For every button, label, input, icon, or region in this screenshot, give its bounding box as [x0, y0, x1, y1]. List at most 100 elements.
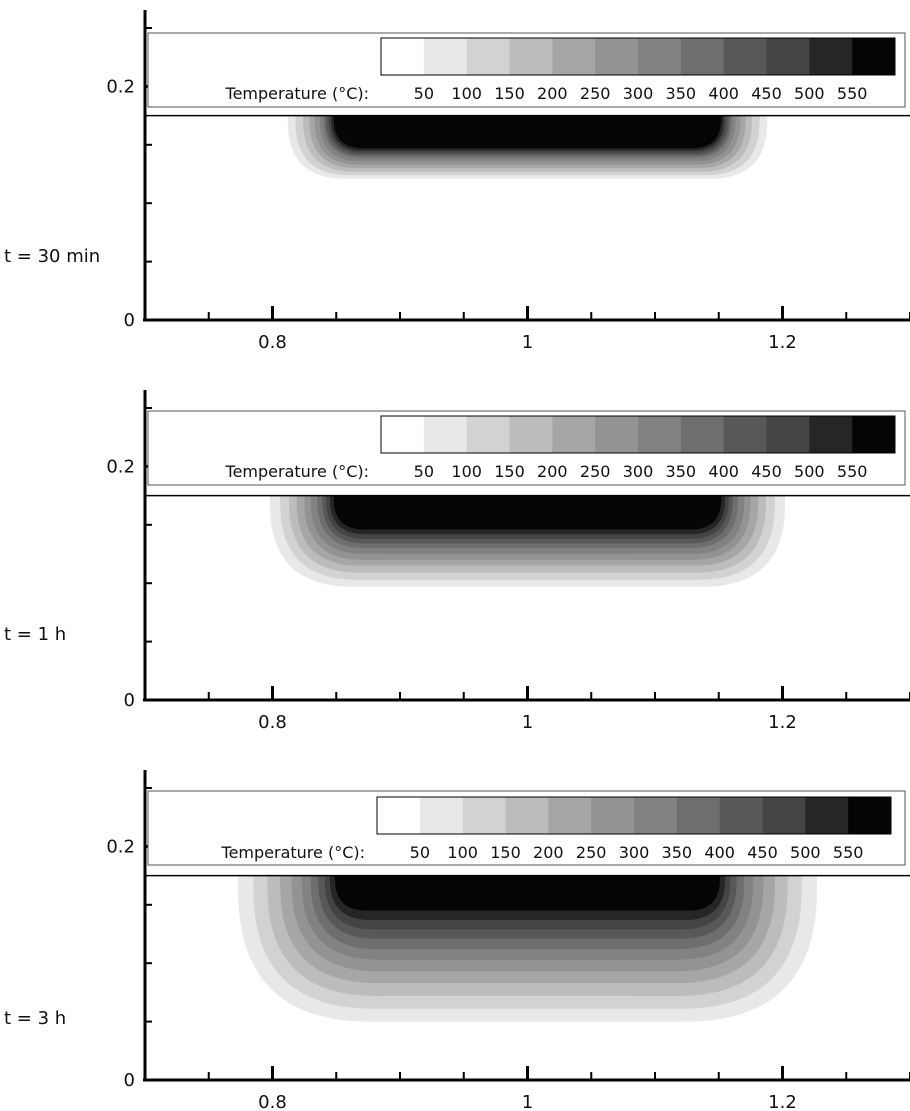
legend-bar-frame: [380, 415, 896, 454]
legend-swatch: [419, 797, 464, 834]
legend-swatch: [509, 38, 553, 75]
panel-1: 0.8 1 1.2 0 0.2 t = 30 min Temperature (°C): 50…: [4, 10, 910, 353]
legend-swatch: [462, 797, 506, 834]
legend-tick-label: 150: [494, 462, 525, 481]
legend-tick-label: 500: [794, 462, 825, 481]
plot-area: [287, 115, 768, 179]
legend-tick-label: 250: [580, 462, 611, 481]
contour-band-550: [334, 875, 721, 911]
legend-tick-label: 350: [662, 843, 693, 862]
legend-bar-frame: [380, 37, 896, 76]
legend-tick-label: 450: [751, 84, 782, 103]
legend-tick-label: 100: [447, 843, 478, 862]
legend-tick-label: 300: [623, 84, 654, 103]
legend-swatch: [809, 416, 853, 453]
legend-tick-label: 550: [833, 843, 864, 862]
time-label: t = 3 h: [4, 1008, 66, 1029]
legend-swatch: [505, 797, 549, 834]
legend-swatch: [377, 797, 421, 834]
y-tick-label: 0: [124, 690, 135, 711]
panel-3: 0.8 1 1.2 0 0.2 t = 3 h Temperature (°C): 50 100…: [4, 770, 910, 1111]
x-tick-label: 1.2: [768, 332, 797, 353]
legend-swatch: [509, 416, 553, 453]
y-tick-label: 0.2: [106, 836, 135, 857]
legend-swatch: [381, 416, 425, 453]
temperature-legend: Temperature (°C): 50 100 150 200 250 300 350 400…: [147, 410, 906, 486]
y-tick-label: 0.2: [106, 456, 135, 477]
legend-swatch: [809, 38, 853, 75]
y-tick-label: 0.2: [106, 76, 135, 97]
legend-swatch: [423, 416, 468, 453]
legend-title: Temperature (°C):: [225, 84, 369, 103]
legend-tick-label: 250: [580, 84, 611, 103]
legend-swatch: [466, 416, 510, 453]
legend-swatch: [634, 797, 678, 834]
legend-swatch: [381, 38, 425, 75]
panel-2: 0.8 1 1.2 0 0.2 t = 1 h Temperature (°C): 50 100…: [4, 390, 910, 733]
legend-swatch: [638, 38, 682, 75]
legend-tick-label: 50: [414, 462, 434, 481]
legend-swatch: [595, 38, 639, 75]
legend-swatch: [552, 38, 596, 75]
legend-title: Temperature (°C):: [221, 843, 365, 862]
legend-tick-label: 300: [623, 462, 654, 481]
legend-swatch: [766, 38, 810, 75]
legend-swatch: [680, 416, 725, 453]
legend-tick-label: 150: [494, 84, 525, 103]
legend-tick-label: 150: [490, 843, 521, 862]
y-tick-label: 0: [124, 1070, 135, 1091]
x-tick-label: 1: [522, 332, 533, 353]
legend-swatch: [638, 416, 682, 453]
legend-swatch: [723, 38, 767, 75]
legend-swatch: [852, 38, 896, 75]
x-tick-label: 1.2: [768, 1092, 797, 1111]
legend-tick-label: 400: [704, 843, 735, 862]
legend-swatch: [466, 38, 510, 75]
legend-tick-label: 400: [708, 462, 739, 481]
legend-tick-label: 100: [451, 462, 482, 481]
legend-tick-label: 500: [794, 84, 825, 103]
legend-tick-label: 200: [537, 462, 568, 481]
legend-swatch: [548, 797, 592, 834]
legend-tick-label: 550: [837, 84, 868, 103]
contour-band-550: [333, 495, 722, 530]
legend-tick-label: 200: [537, 84, 568, 103]
legend-swatch: [552, 416, 596, 453]
legend-tick-label: 300: [619, 843, 650, 862]
legend-swatch: [719, 797, 763, 834]
time-label: t = 1 h: [4, 624, 66, 645]
plot-area: [238, 875, 817, 1022]
legend-tick-label: 450: [747, 843, 778, 862]
legend-swatch: [591, 797, 635, 834]
x-tick-label: 1: [522, 1092, 533, 1111]
temperature-legend: Temperature (°C): 50 100 150 200 250 300 350 400…: [147, 32, 906, 108]
legend-tick-label: 500: [790, 843, 821, 862]
contour-band-550: [333, 115, 722, 149]
legend-swatch: [805, 797, 849, 834]
legend-swatch: [723, 416, 767, 453]
legend-swatch: [676, 797, 721, 834]
legend-title: Temperature (°C):: [225, 462, 369, 481]
legend-swatch: [852, 416, 896, 453]
legend-tick-label: 50: [414, 84, 434, 103]
temperature-legend: Temperature (°C): 50 100 150 200 250 300 350 400…: [147, 790, 906, 866]
legend-tick-label: 250: [576, 843, 607, 862]
legend-tick-label: 50: [410, 843, 430, 862]
legend-swatch: [848, 797, 892, 834]
x-tick-label: 0.8: [258, 712, 287, 733]
legend-swatch: [766, 416, 810, 453]
x-tick-label: 0.8: [258, 1092, 287, 1111]
y-tick-label: 0: [124, 310, 135, 331]
legend-swatch: [680, 38, 725, 75]
legend-tick-label: 550: [837, 462, 868, 481]
legend-tick-label: 450: [751, 462, 782, 481]
plot-area: [269, 495, 786, 587]
legend-swatch: [762, 797, 806, 834]
x-tick-label: 1: [522, 712, 533, 733]
x-tick-label: 0.8: [258, 332, 287, 353]
legend-swatch: [423, 38, 468, 75]
legend-tick-label: 400: [708, 84, 739, 103]
legend-swatch: [595, 416, 639, 453]
x-tick-label: 1.2: [768, 712, 797, 733]
